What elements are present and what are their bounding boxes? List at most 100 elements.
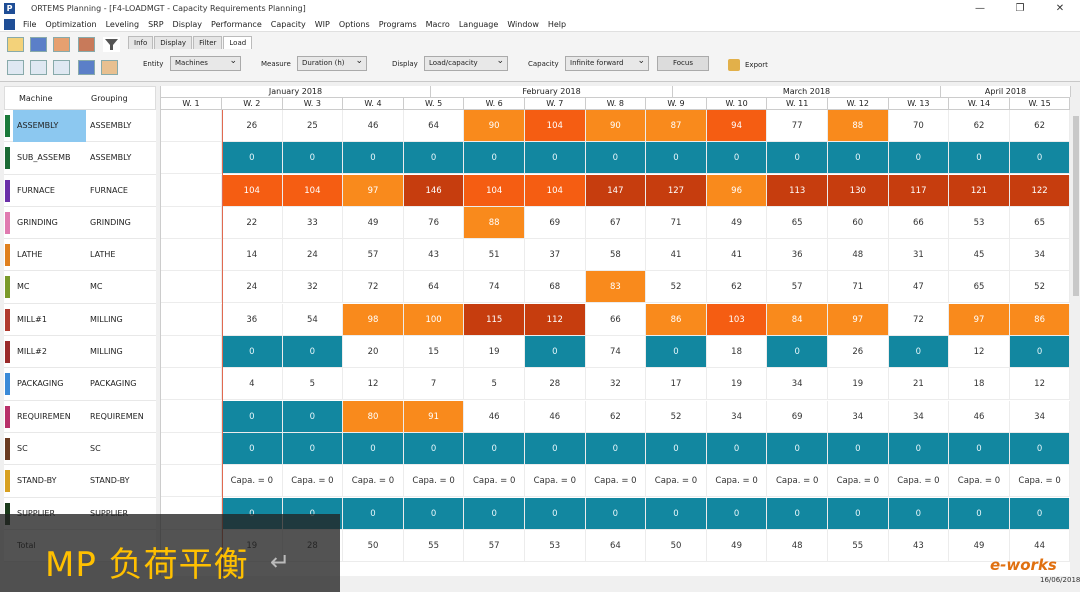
load-cell[interactable]: 46: [949, 400, 1010, 433]
load-cell[interactable]: 104: [222, 174, 283, 207]
load-cell[interactable]: 83: [585, 271, 647, 304]
view-network-icon[interactable]: [53, 60, 70, 75]
load-cell[interactable]: 0: [949, 497, 1010, 530]
view-chart-icon[interactable]: [101, 60, 118, 75]
week-header-cell[interactable]: W. 5: [403, 97, 465, 110]
load-cell[interactable]: 66: [888, 206, 950, 239]
load-cell[interactable]: 0: [646, 142, 707, 175]
load-cell-empty[interactable]: [161, 303, 222, 336]
restore-icon[interactable]: ❐: [1015, 3, 1025, 14]
load-cell[interactable]: 0: [222, 336, 283, 369]
load-cell[interactable]: 90: [464, 110, 525, 142]
focus-button[interactable]: Focus: [657, 56, 709, 71]
load-cell[interactable]: 34: [706, 400, 768, 433]
menu-help[interactable]: Help: [547, 19, 567, 29]
load-cell[interactable]: 104: [282, 174, 344, 207]
load-cell[interactable]: 0: [222, 432, 283, 465]
week-header-cell[interactable]: W. 10: [706, 97, 768, 110]
load-cell[interactable]: 104: [464, 174, 525, 207]
week-header-cell[interactable]: W. 7: [525, 97, 586, 110]
load-cell[interactable]: 96: [706, 174, 768, 207]
load-cell[interactable]: 19: [464, 336, 525, 369]
week-header-cell[interactable]: W. 6: [464, 97, 525, 110]
save-icon[interactable]: [30, 37, 47, 52]
load-cell[interactable]: 0: [646, 432, 707, 465]
load-cell[interactable]: 19: [828, 368, 889, 401]
load-cell[interactable]: 57: [464, 529, 525, 562]
close-icon[interactable]: ✕: [1055, 3, 1065, 14]
load-cell[interactable]: 0: [1009, 336, 1071, 369]
load-cell[interactable]: 65: [1009, 206, 1071, 239]
week-header-cell[interactable]: W. 9: [646, 97, 707, 110]
load-cell[interactable]: 0: [706, 497, 768, 530]
load-cell[interactable]: 34: [828, 400, 889, 433]
load-cell[interactable]: 0: [1009, 432, 1071, 465]
load-cell[interactable]: Capa. = 0: [525, 465, 586, 498]
load-cell[interactable]: 37: [525, 239, 586, 272]
load-cell[interactable]: 104: [525, 174, 586, 207]
load-cell[interactable]: 0: [464, 142, 525, 175]
load-cell[interactable]: 19: [706, 368, 768, 401]
load-cell[interactable]: 43: [403, 239, 465, 272]
load-cell[interactable]: 7: [403, 368, 465, 401]
measure-select[interactable]: Duration (h): [297, 55, 367, 71]
resource-row[interactable]: LATHE LATHE: [4, 239, 156, 272]
open-folder-icon[interactable]: [7, 37, 24, 52]
load-cell[interactable]: 62: [949, 110, 1010, 142]
load-cell[interactable]: 0: [706, 142, 768, 175]
load-cell[interactable]: 51: [464, 239, 525, 272]
load-cell[interactable]: 5: [282, 368, 344, 401]
load-cell-empty[interactable]: [161, 174, 222, 207]
load-cell[interactable]: 24: [282, 239, 344, 272]
resource-row[interactable]: MILL#1 MILLING: [4, 303, 156, 337]
load-cell[interactable]: 5: [464, 368, 525, 401]
load-cell[interactable]: 44: [1009, 529, 1071, 562]
load-cell[interactable]: 0: [949, 142, 1010, 175]
load-cell[interactable]: 33: [282, 206, 344, 239]
load-cell[interactable]: 87: [646, 110, 707, 142]
menu-macro[interactable]: Macro: [425, 19, 450, 29]
view-table-icon[interactable]: [78, 60, 95, 75]
load-cell[interactable]: 71: [828, 271, 889, 304]
week-header-cell[interactable]: W. 1: [161, 97, 222, 110]
load-cell[interactable]: 0: [222, 400, 283, 433]
menu-window[interactable]: Window: [507, 19, 539, 29]
load-cell[interactable]: Capa. = 0: [949, 465, 1010, 498]
load-cell[interactable]: Capa. = 0: [222, 465, 283, 498]
load-cell[interactable]: 121: [949, 174, 1010, 207]
load-cell[interactable]: 0: [888, 336, 950, 369]
load-cell[interactable]: 26: [222, 110, 283, 142]
load-cell[interactable]: Capa. = 0: [646, 465, 707, 498]
load-cell[interactable]: 0: [343, 142, 404, 175]
load-cell[interactable]: 71: [646, 206, 707, 239]
menu-wip[interactable]: WIP: [314, 19, 330, 29]
load-cell[interactable]: 0: [525, 336, 586, 369]
menu-capacity[interactable]: Capacity: [270, 19, 306, 29]
load-cell[interactable]: 43: [888, 529, 950, 562]
load-cell[interactable]: Capa. = 0: [888, 465, 950, 498]
load-cell[interactable]: 97: [949, 303, 1010, 336]
load-cell[interactable]: 90: [585, 110, 647, 142]
load-cell[interactable]: 130: [828, 174, 889, 207]
resource-row[interactable]: STAND-BY STAND-BY: [4, 465, 156, 498]
load-cell[interactable]: 0: [585, 432, 647, 465]
load-cell[interactable]: 104: [525, 110, 586, 142]
load-cell[interactable]: 0: [888, 497, 950, 530]
load-cell[interactable]: 97: [343, 174, 404, 207]
load-cell[interactable]: 65: [949, 271, 1010, 304]
load-cell[interactable]: 88: [464, 206, 525, 239]
load-cell[interactable]: 0: [282, 432, 344, 465]
load-cell[interactable]: 0: [1009, 497, 1071, 530]
load-cell[interactable]: 49: [706, 206, 768, 239]
resource-row[interactable]: MILL#2 MILLING: [4, 336, 156, 369]
load-cell[interactable]: 60: [828, 206, 889, 239]
load-cell[interactable]: 31: [888, 239, 950, 272]
load-cell[interactable]: 55: [403, 529, 465, 562]
load-cell[interactable]: Capa. = 0: [767, 465, 828, 498]
load-cell[interactable]: 0: [222, 142, 283, 175]
load-cell[interactable]: 64: [403, 110, 465, 142]
load-cell[interactable]: 67: [585, 206, 647, 239]
load-cell[interactable]: 48: [767, 529, 828, 562]
resource-row[interactable]: SUB_ASSEMB ASSEMBLY: [4, 142, 156, 175]
load-cell[interactable]: 46: [464, 400, 525, 433]
